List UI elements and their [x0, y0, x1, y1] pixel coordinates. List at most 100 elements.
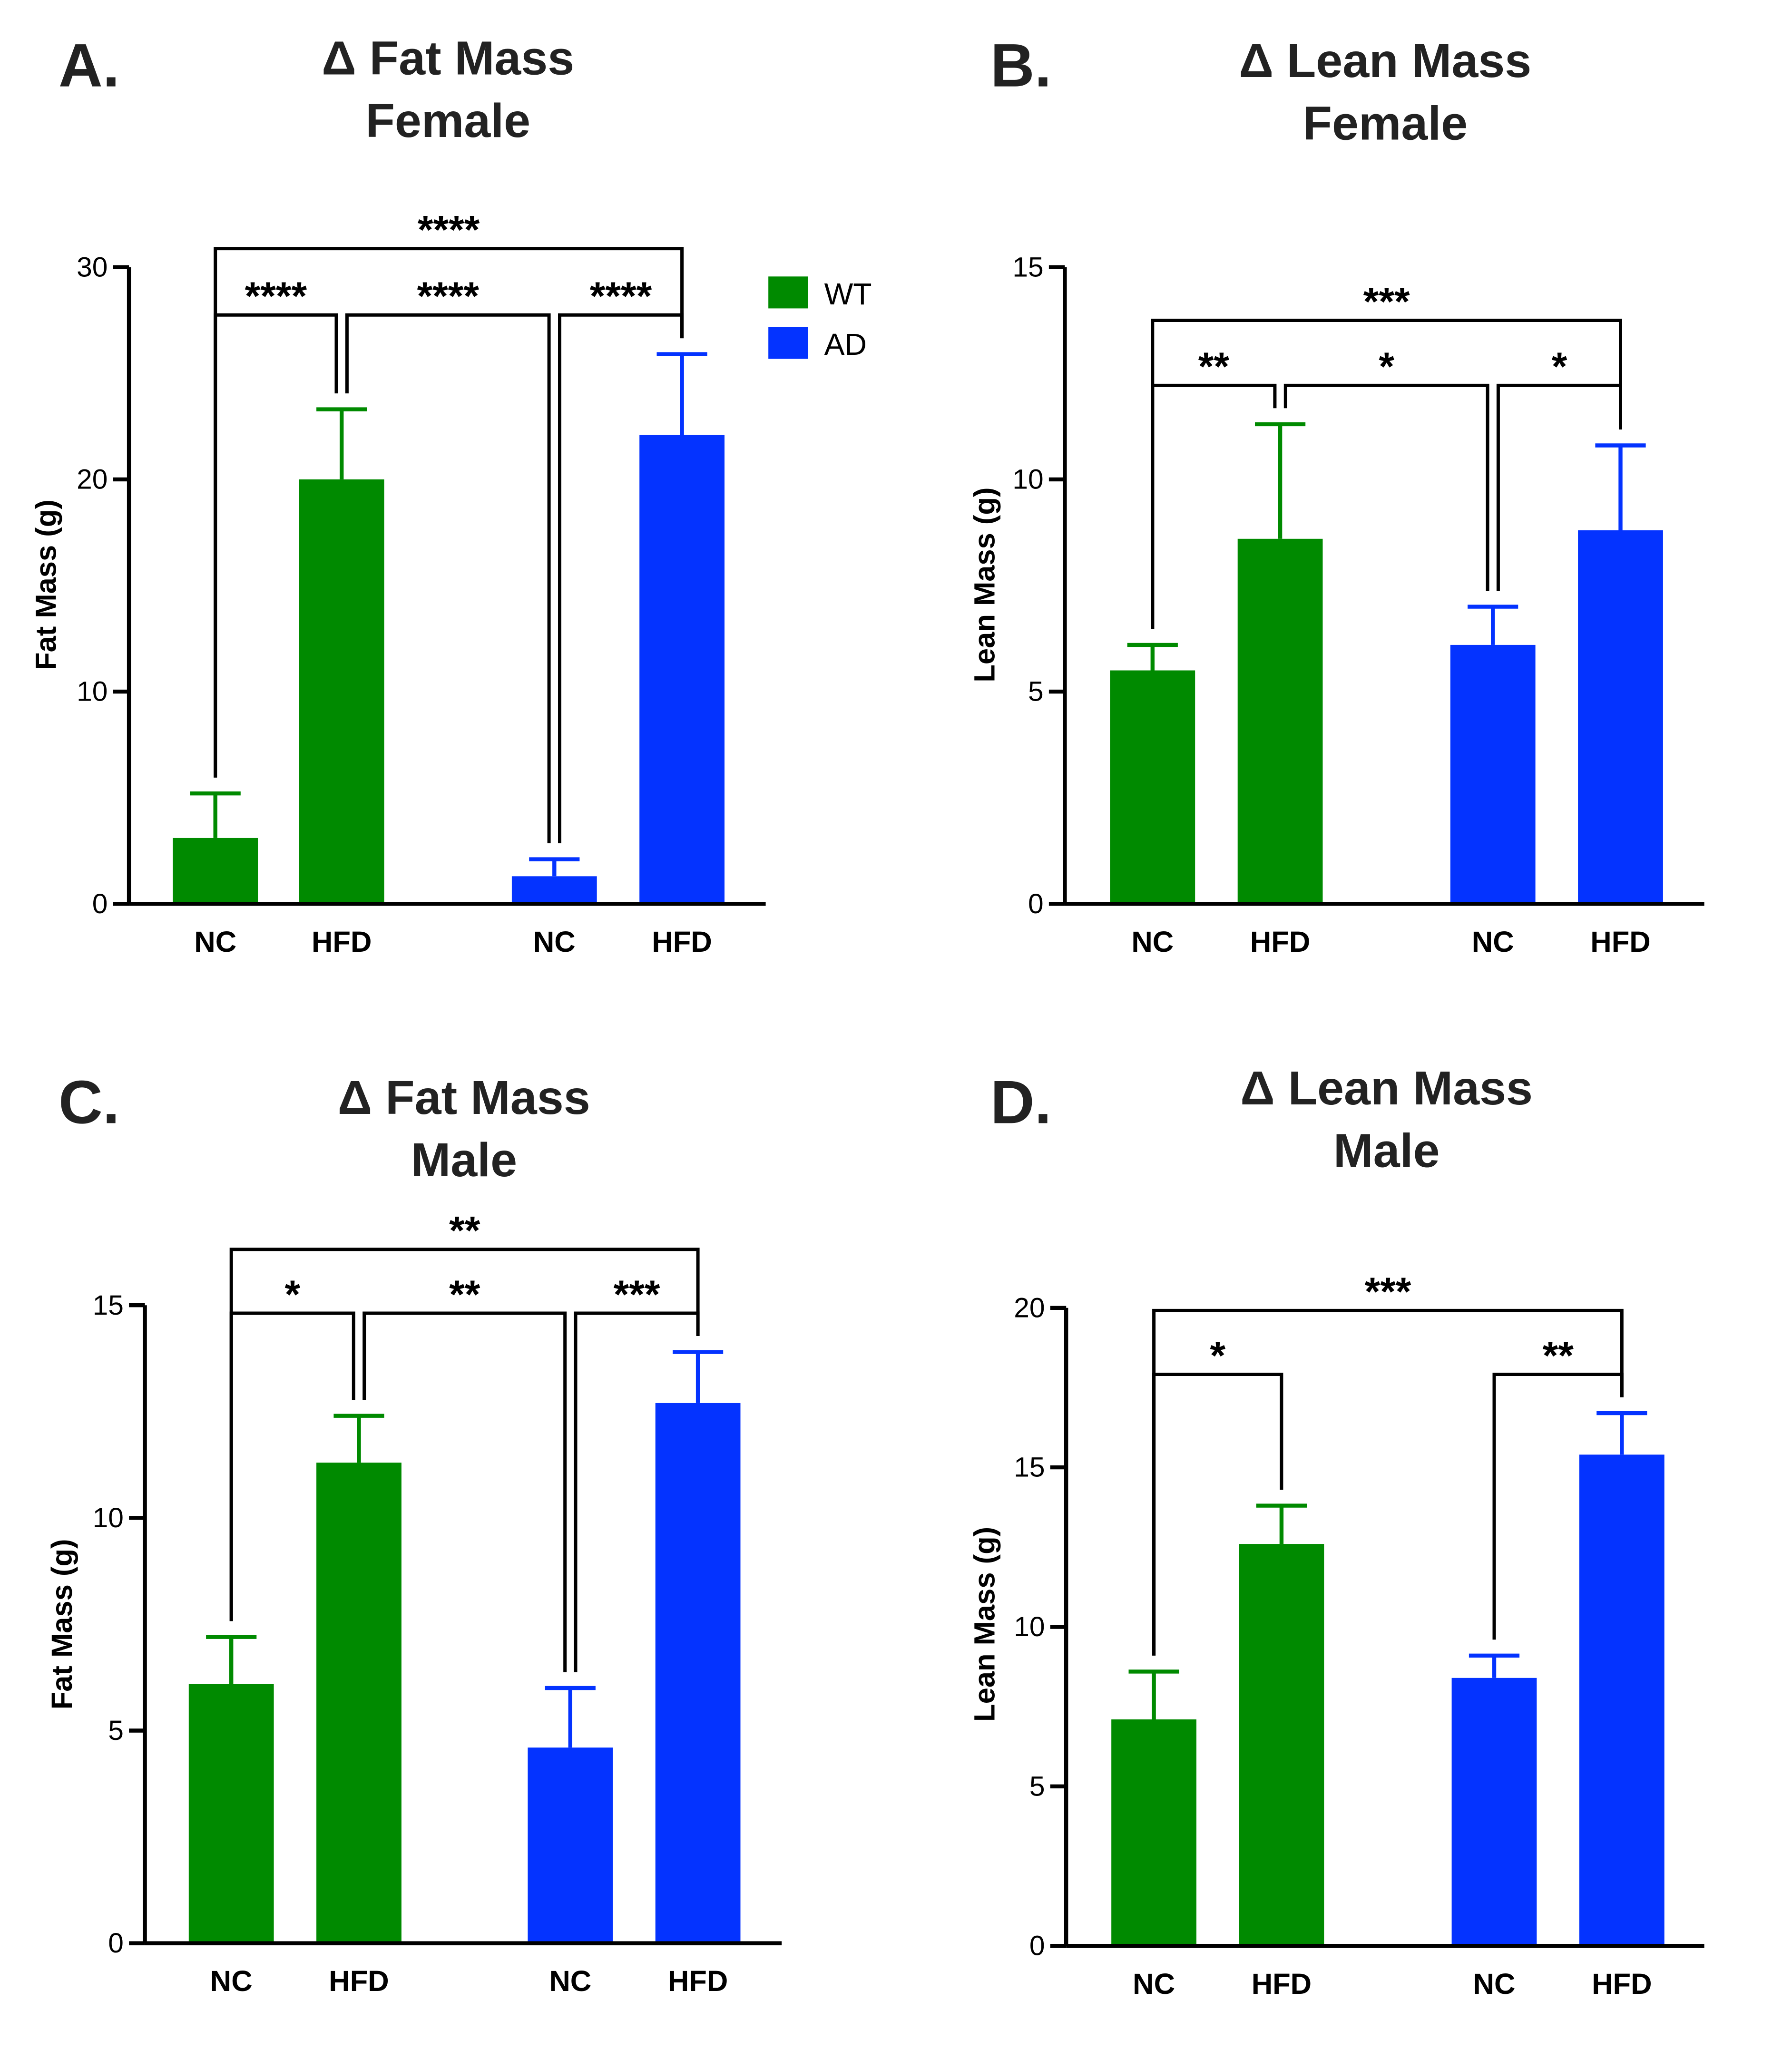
chart-title-line-1: Δ Lean Mass	[1239, 34, 1532, 88]
x-tick-label: HFD	[1250, 926, 1310, 958]
bar-hfd-ad	[1578, 530, 1663, 904]
significance-label: **	[449, 1272, 480, 1317]
panel-label: D.	[990, 1068, 1052, 1136]
y-tick-label: 0	[1028, 888, 1044, 919]
x-tick-label: NC	[194, 926, 236, 958]
bar-nc-ad	[528, 1747, 613, 1943]
bar-hfd-ad	[1579, 1454, 1665, 1946]
y-tick-label: 20	[1014, 1292, 1045, 1323]
x-tick-label: HFD	[1592, 1968, 1652, 2001]
y-tick-label: 20	[77, 464, 108, 495]
y-axis-label: Fat Mass (g)	[46, 1539, 78, 1710]
x-tick-label: HFD	[668, 1965, 728, 1998]
y-tick-label: 15	[1012, 252, 1043, 283]
chart-title-line-2: Male	[411, 1133, 517, 1187]
panel-d: D. Δ Lean Mass Male Lean Mass (g) 0 5 10 15…	[968, 1062, 1704, 2001]
bar-nc-ad	[1450, 644, 1536, 904]
legend-swatch-wt	[768, 276, 808, 309]
y-tick-label: 10	[1014, 1611, 1045, 1642]
bar-hfd-wt	[1239, 1544, 1324, 1946]
bar-nc-ad	[1451, 1678, 1537, 1946]
significance-label: **	[1198, 344, 1230, 389]
significance-bracket	[1151, 319, 1622, 629]
chart-title-line-1: Δ Lean Mass	[1240, 1062, 1533, 1115]
chart-title-line-1: Δ Fat Mass	[338, 1071, 590, 1124]
significance-label: ****	[418, 207, 480, 252]
significance-bracket	[362, 1311, 567, 1672]
legend: WT AD	[768, 276, 872, 361]
panel-label: A.	[59, 32, 120, 100]
significance-label: ***	[614, 1272, 660, 1317]
y-tick-label: 15	[93, 1290, 124, 1321]
x-tick-label: NC	[533, 926, 576, 958]
x-tick-label: NC	[1472, 926, 1514, 958]
significance-label: **	[1543, 1333, 1574, 1377]
bar-hfd-ad	[655, 1403, 741, 1943]
significance-label: ****	[417, 273, 480, 318]
y-tick-label: 0	[92, 888, 108, 919]
y-tick-label: 0	[1029, 1931, 1045, 1962]
bar-nc-ad	[511, 876, 597, 904]
significance-label: ***	[1365, 1269, 1411, 1314]
plot-area: 0 10 20 30 NC HFD NC HFD **** **** **** ****	[77, 207, 766, 958]
x-tick-label: NC	[1473, 1968, 1516, 2001]
significance-label: ***	[1363, 279, 1410, 323]
y-tick-label: 5	[108, 1715, 124, 1746]
significance-label: ****	[245, 273, 307, 318]
chart-title-line-1: Δ Fat Mass	[322, 32, 574, 85]
significance-label: *	[284, 1272, 300, 1317]
x-tick-label: NC	[210, 1965, 253, 1998]
significance-bracket	[1152, 1308, 1624, 1656]
x-tick-label: HFD	[1252, 1968, 1312, 2001]
y-tick-label: 10	[93, 1503, 124, 1533]
legend-swatch-ad	[768, 327, 808, 359]
y-axis-label: Lean Mass (g)	[968, 488, 1001, 683]
bar-nc-wt	[1111, 1719, 1196, 1946]
x-tick-label: HFD	[652, 926, 712, 958]
significance-bracket	[229, 1248, 700, 1621]
significance-bracket	[1283, 383, 1489, 591]
significance-label: ****	[590, 273, 652, 318]
significance-bracket	[214, 247, 684, 778]
bar-hfd-wt	[1237, 538, 1323, 904]
legend-label-ad: AD	[824, 327, 867, 361]
y-tick-label: 5	[1029, 1771, 1045, 1802]
panel-label: C.	[59, 1068, 120, 1136]
bar-hfd-wt	[299, 479, 384, 904]
legend-label-wt: WT	[824, 277, 872, 311]
chart-title-line-2: Female	[365, 94, 530, 147]
y-tick-label: 10	[1012, 464, 1043, 495]
chart-title-line-2: Male	[1333, 1124, 1440, 1178]
bar-nc-wt	[1110, 670, 1195, 904]
x-tick-label: HFD	[329, 1965, 389, 1998]
significance-label: *	[1210, 1333, 1225, 1377]
y-tick-label: 30	[77, 252, 108, 283]
significance-bracket	[345, 313, 551, 843]
x-tick-label: NC	[549, 1965, 591, 1998]
bar-hfd-ad	[639, 435, 725, 904]
significance-label: *	[1552, 344, 1567, 389]
x-tick-label: NC	[1133, 1968, 1175, 2001]
y-tick-label: 10	[77, 676, 108, 707]
significance-label: **	[449, 1208, 480, 1253]
bar-nc-wt	[173, 838, 258, 904]
chart-title-line-2: Female	[1303, 97, 1468, 150]
y-tick-label: 5	[1028, 676, 1044, 707]
y-axis-label: Fat Mass (g)	[29, 499, 62, 670]
x-tick-label: HFD	[1590, 926, 1650, 958]
bar-nc-wt	[188, 1684, 274, 1943]
panel-label: B.	[990, 32, 1052, 100]
panel-b: B. Δ Lean Mass Female Lean Mass (g) 0 5 10…	[968, 32, 1704, 958]
panel-a: A. Δ Fat Mass Female Fat Mass (g) 0 10 20 3…	[29, 32, 766, 958]
bar-hfd-wt	[316, 1463, 401, 1943]
y-tick-label: 0	[108, 1928, 124, 1959]
x-tick-label: HFD	[312, 926, 372, 958]
x-tick-label: NC	[1131, 926, 1174, 958]
panel-c: C. Δ Fat Mass Male Fat Mass (g) 0 5 10 15 NC…	[46, 1068, 782, 1998]
significance-label: *	[1379, 344, 1394, 389]
y-tick-label: 15	[1014, 1452, 1045, 1483]
